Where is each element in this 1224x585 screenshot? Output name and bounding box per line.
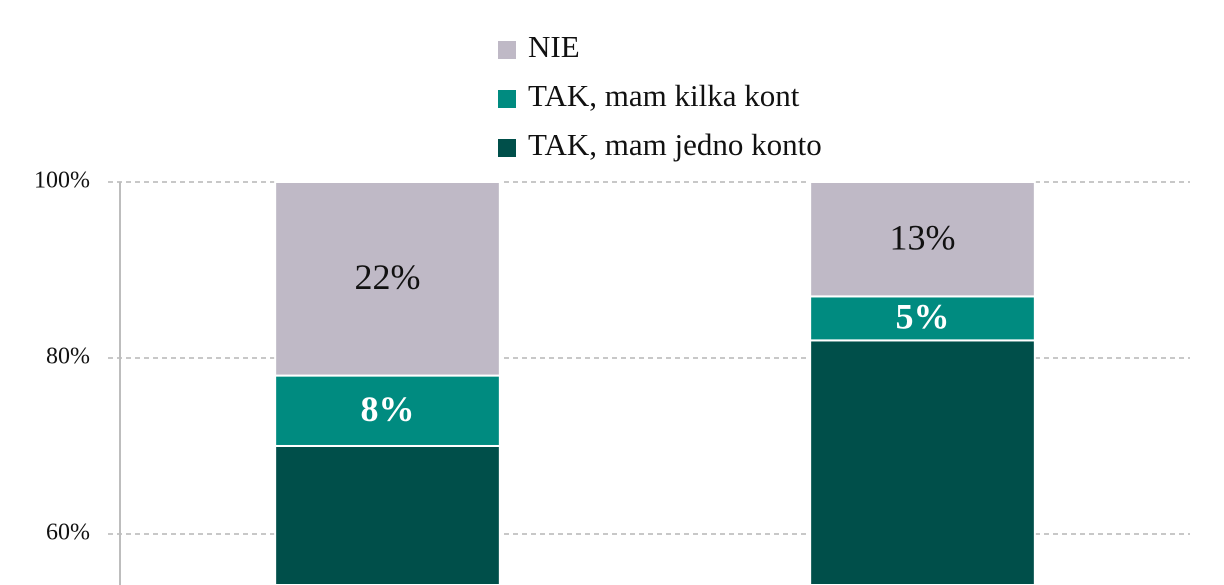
y-tick-label: 60%	[46, 519, 90, 545]
bar-segment	[274, 374, 501, 447]
y-tick-label: 80%	[46, 343, 90, 369]
y-tick-label: 100%	[34, 168, 90, 194]
legend-swatch	[498, 90, 516, 108]
legend-label: NIE	[528, 29, 580, 64]
legend-swatch	[498, 139, 516, 157]
bar-segment	[809, 181, 1036, 298]
legend-label: TAK, mam kilka kont	[528, 78, 800, 113]
legend-label: TAK, mam jedno konto	[528, 127, 822, 162]
data-label: 8%	[361, 389, 415, 429]
legend-swatch	[498, 41, 516, 59]
bar-segment	[809, 339, 1036, 585]
bar-segment	[274, 181, 501, 377]
bar-segment	[274, 444, 501, 585]
data-label: 5%	[896, 297, 950, 337]
data-label: 22%	[355, 257, 421, 297]
data-label: 13%	[890, 217, 956, 257]
